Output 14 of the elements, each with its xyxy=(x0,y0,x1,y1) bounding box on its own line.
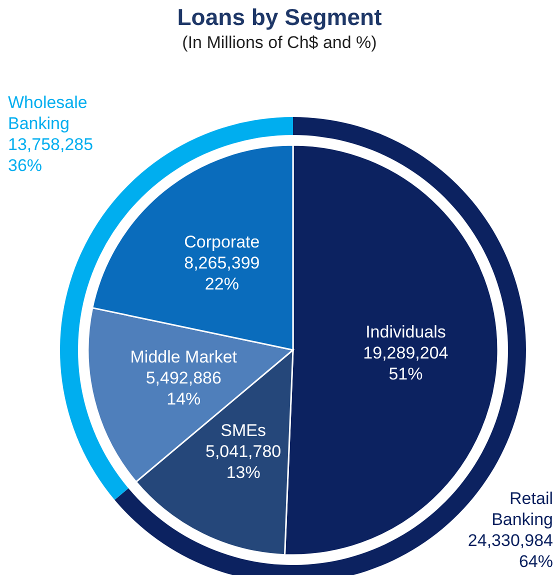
slice-label: Middle Market xyxy=(130,347,238,366)
data-label: 13,758,285 36% xyxy=(8,135,94,175)
slice-label: Retail Banking xyxy=(492,489,553,529)
data-label: 19,289,204 51% xyxy=(363,343,448,384)
data-label: 5,492,886 14% xyxy=(146,368,222,408)
data-label: 24,330,984 64% xyxy=(468,531,553,571)
slice-label: Individuals xyxy=(366,322,446,342)
data-label: 8,265,399 22% xyxy=(184,253,260,294)
slice-label: SMEs xyxy=(220,421,266,440)
slice-label: Corporate xyxy=(184,232,260,252)
data-label: 5,041,780 13% xyxy=(206,442,282,482)
slice-label: Wholesale Banking xyxy=(8,93,88,133)
chart-subtitle: (In Millions of Ch$ and %) xyxy=(181,33,378,53)
chart-title: Loans by Segment xyxy=(176,4,383,31)
